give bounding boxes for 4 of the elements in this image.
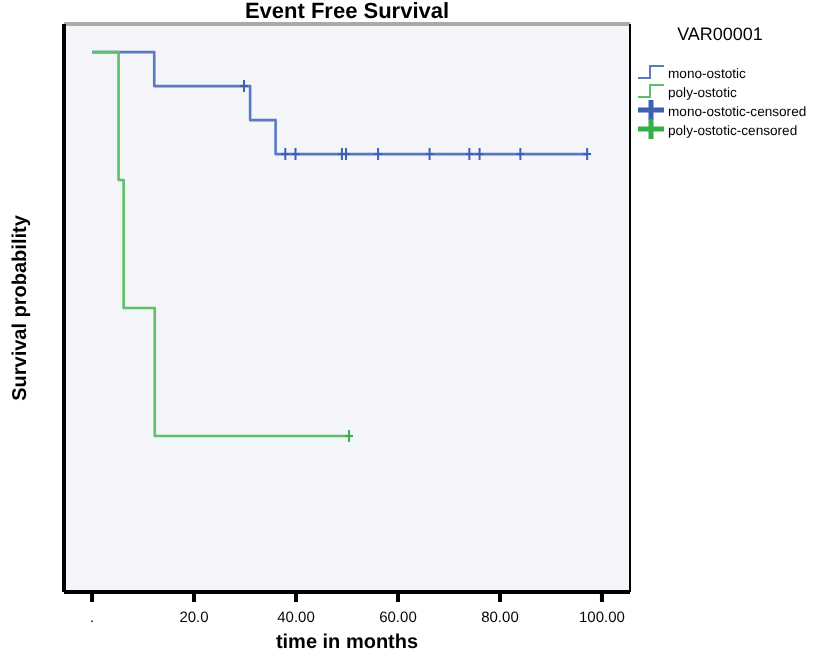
legend-title: VAR00001	[677, 24, 763, 44]
chart-title: Event Free Survival	[244, 0, 450, 24]
x-axis-title: time in months	[275, 632, 419, 654]
y-axis-title: Survival probability	[10, 214, 32, 401]
